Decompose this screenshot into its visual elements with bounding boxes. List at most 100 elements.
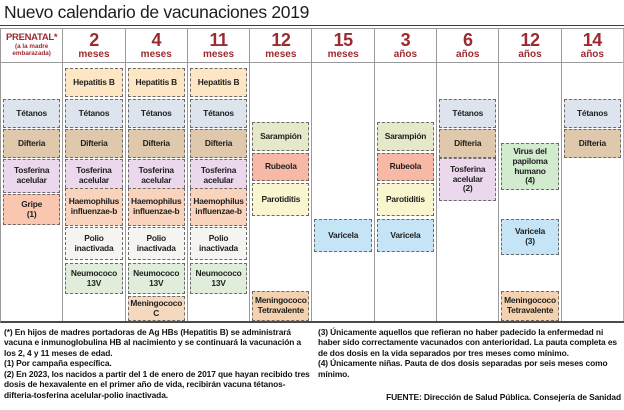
header-unit: meses [140,49,172,60]
vaccine-box-hepatitis: Hepatitis B [127,68,185,97]
vaccine-box-haemophilus: Haemophilus influenzae-b [189,188,248,226]
vaccine-box-tosferina: Tosferina acelular [65,159,123,193]
vaccine-box-difteria: Difteria [65,129,123,158]
vaccine-box-haemophilus: Haemophilus influenzae-b [127,188,185,226]
header-unit: años [393,49,418,60]
vaccine-box-varicela3: Varicela (3) [501,219,559,255]
header-number: 11 [209,30,229,50]
footnote-4: (4) Únicamente niñas. Pauta de dos dosis… [318,358,608,379]
title-divider [0,25,624,26]
vaccine-box-neumococo: Neumococo 13V [127,263,185,294]
header-unit: meses [78,49,110,60]
header-unit: años [456,49,480,60]
column-body-15-meses: Varicela [312,63,373,321]
vaccine-box-vph: Virus del papiloma humano (4) [501,143,559,190]
column-body-6-anos: Tétanos Difteria Tosferina acelular (2) [437,63,498,321]
vaccine-box-difteria: Difteria [439,129,497,158]
column-body-prenatal: Tétanos Difteria Tosferina acelular Gripe (… [1,63,62,321]
header-number: 2 [89,30,99,50]
column-12-meses: 12 meses Sarampión Rubeola Parotiditis Mening… [250,29,313,321]
header-unit: años [518,49,542,60]
vaccine-box-rubeola: Rubeola [376,153,435,181]
column-12-anos: 12 años Virus del papiloma humano (4) Varic… [499,29,562,321]
vaccine-box-parotiditis: Parotiditis [376,183,435,216]
column-15-meses: 15 meses Varicela [312,29,375,321]
vaccine-box-rubeola: Rubeola [252,153,310,181]
source-credit: FUENTE: Dirección de Salud Pública. Cons… [386,392,621,402]
column-header-11-meses: 11 meses [187,29,250,63]
header-label: PRENATAL* [5,32,58,43]
vaccine-box-sarampion: Sarampión [252,122,310,151]
vaccine-box-haemophilus: Haemophilus influenzae-b [65,188,123,226]
column-header-15-meses: 15 meses [312,29,374,63]
header-number: 6 [462,30,473,50]
footnote-1: (1) Por campaña específica. [4,358,112,369]
vaccine-box-tetanos: Tétanos [563,99,621,128]
vaccine-box-tetanos: Tétanos [189,99,248,128]
vaccine-box-tosferina: Tosferina acelular [3,159,61,193]
column-2-meses: 2 meses Hepatitis B Tétanos Difteria Tosferin… [63,29,126,321]
column-6-anos: 6 años Tétanos Difteria Tosferina acelular (… [437,29,500,321]
column-prenatal: PRENATAL* (a la madre embarazada) Tétanos D… [1,29,64,321]
column-header-14-anos: 14 años [561,29,623,63]
header-unit: meses [265,49,297,60]
vaccine-box-polio: Polio inactivada [65,227,123,260]
column-body-11-meses: Hepatitis B Tétanos Difteria Tosferina acel… [188,63,249,321]
header-number: 3 [400,30,411,50]
vaccine-box-difteria: Difteria [189,129,248,158]
header-unit: años [580,49,604,60]
vaccination-table: PRENATAL* (a la madre embarazada) Tétanos D… [0,28,624,323]
vaccine-box-tetanos: Tétanos [127,99,185,128]
column-14-anos: 14 años Tétanos Difteria [561,29,624,321]
column-body-2-meses: Hepatitis B Tétanos Difteria Tosferina acel… [63,63,124,321]
column-body-3-anos: Sarampión Rubeola Parotiditis Varicela [375,63,436,321]
vaccine-box-difteria: Difteria [127,129,185,158]
vaccine-box-hepatitis: Hepatitis B [189,68,248,97]
footnote-asterisk: (*) En hijos de madres portadoras de Ag … [4,327,302,358]
vaccine-box-polio: Polio inactivada [189,227,248,260]
column-4-meses: 4 meses Hepatitis B Tétanos Difteria Tosferin… [125,29,188,321]
header-number: 12 [520,30,541,50]
header-number: 4 [151,30,161,50]
vaccine-box-meningc: Meningococo C [127,296,185,321]
column-body-12-meses: Sarampión Rubeola Parotiditis Meningococo T… [250,63,311,321]
vaccine-box-neumococo: Neumococo 13V [65,263,123,294]
vaccine-box-parotiditis: Parotiditis [252,183,310,216]
footnotes-left: (*) En hijos de madres portadoras de Ag … [4,327,312,400]
column-header-prenatal: PRENATAL* (a la madre embarazada) [1,29,63,63]
vaccine-box-polio: Polio inactivada [127,227,185,260]
vaccine-box-tetanos: Tétanos [65,99,123,128]
vaccine-box-tetanos: Tétanos [439,99,497,128]
footnotes-right: (3) Únicamente aquellos que refieran no … [318,327,622,379]
vaccine-box-varicela: Varicela [376,219,435,252]
column-header-4-meses: 4 meses [125,29,187,63]
column-header-2-meses: 2 meses [63,29,125,63]
column-header-12-meses: 12 meses [250,29,312,63]
column-header-3-anos: 3 años [374,29,437,63]
column-body-12-anos: Virus del papiloma humano (4) Varicela (3… [499,63,560,321]
vaccine-box-varicela: Varicela [314,219,372,252]
header-number: 15 [333,30,354,50]
vaccine-box-hepatitis: Hepatitis B [65,68,123,97]
column-3-anos: 3 años Sarampión Rubeola Parotiditis Varicela [374,29,438,321]
header-unit: meses [202,49,235,60]
column-body-14-anos: Tétanos Difteria [562,63,623,321]
vaccine-box-gripe: Gripe (1) [3,194,61,225]
vaccine-box-sarampion: Sarampión [376,122,435,151]
vaccine-box-tosferina2: Tosferina acelular (2) [439,158,497,201]
vaccine-box-neumococo: Neumococo 13V [189,263,248,294]
header-number: 14 [582,30,603,50]
footnote-2: (2) En 2023, los nacidos a partir del 1 … [4,368,310,400]
footnote-3: (3) Únicamente aquellos que refieran no … [318,327,617,358]
column-11-meses: 11 meses Hepatitis B Tétanos Difteria Tosferi… [187,29,251,321]
header-number: 12 [271,30,291,50]
header-sublabel: (a la madre embarazada) [12,43,51,57]
vaccine-box-meningtetra: Meningococo Tetravalente [501,291,559,321]
vaccine-box-meningtetra: Meningococo Tetravalente [252,291,310,321]
column-body-4-meses: Hepatitis B Tétanos Difteria Tosferina acel… [126,63,187,321]
vaccine-box-difteria: Difteria [3,129,61,158]
vaccine-box-difteria: Difteria [563,129,621,158]
vaccine-box-tetanos: Tétanos [3,99,61,128]
page-title: Nuevo calendario de vacunaciones 2019 [4,2,310,22]
vaccine-box-tosferina: Tosferina acelular [127,159,185,193]
